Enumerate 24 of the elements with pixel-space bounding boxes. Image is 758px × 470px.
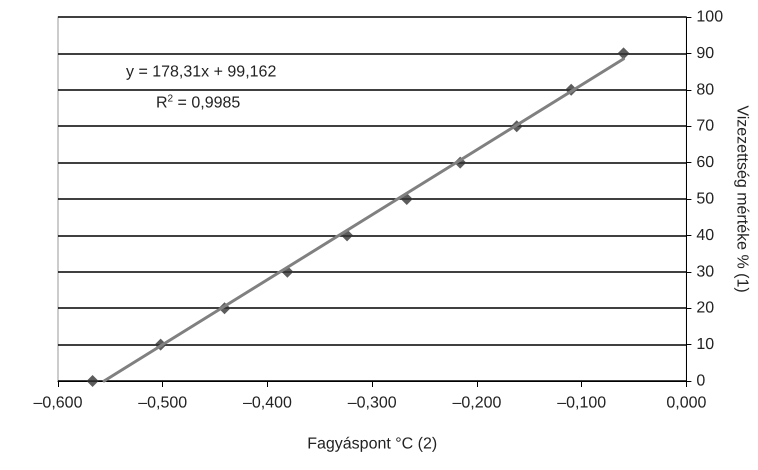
x-tick-label: 0,000	[666, 394, 707, 412]
y-tick-label: 100	[696, 8, 724, 26]
point	[400, 193, 413, 205]
point	[618, 47, 630, 60]
annotation: y = 178,31x + 99,162	[126, 64, 276, 80]
x-tick-label: –0,500	[138, 394, 188, 412]
y-tick-label: 20	[696, 300, 714, 317]
x-tick-label: –0,200	[452, 394, 502, 412]
x-tick-label: –0,400	[243, 394, 292, 412]
y-tick-label: 30	[696, 263, 714, 280]
x-tick-label: –0,100	[557, 394, 606, 412]
y-tick-label: 90	[696, 44, 714, 62]
x-axis-title: Fagyáspont °C (2)	[307, 436, 438, 452]
y-tick-label: 10	[696, 336, 714, 354]
x-tick-label: –0,600	[34, 394, 83, 412]
y-axis-title: Vizezettség mértéke % (1)	[734, 105, 750, 293]
y-tick-label: 0	[696, 372, 706, 390]
point	[86, 375, 99, 387]
y-tick-label: 70	[696, 118, 714, 135]
y-tick-label: 80	[696, 81, 714, 98]
y-tick-label: 50	[696, 190, 714, 208]
x-tick-label: –0,300	[348, 394, 397, 412]
y-tick-label: 60	[696, 154, 714, 172]
y-tick-label: 40	[696, 226, 714, 244]
